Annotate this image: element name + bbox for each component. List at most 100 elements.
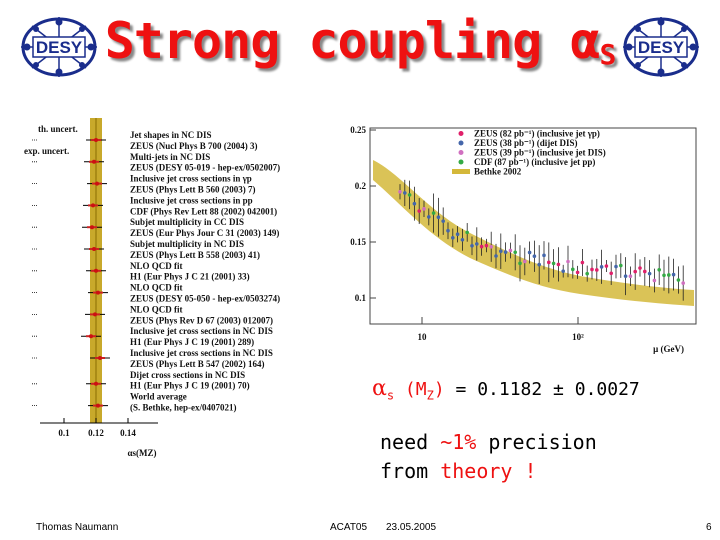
running-point (407, 180, 412, 210)
running-point (657, 254, 661, 286)
summary-points (32, 138, 110, 408)
running-alphas-plot: 0.25 0.2 0.15 0.1 10 10² μ (GeV) ZEUS (8… (350, 125, 697, 354)
legend-entry: CDF (87 pb⁻¹) (inclusive jet pp) (458, 157, 595, 167)
summary-label: NLO QCD fit (130, 283, 183, 293)
summary-point (32, 334, 101, 339)
legend-marker (458, 150, 464, 155)
summary-label: (S. Bethke, hep-ex/0407021) (130, 403, 237, 413)
x-axis-label: μ (GeV) (653, 344, 684, 354)
precision-text-a: need (380, 430, 441, 454)
running-point (676, 266, 681, 294)
legend-entry: ZEUS (82 pb⁻¹) (inclusive jet γp) (458, 129, 600, 139)
summary-label: ZEUS (Phys Rev D 67 (2003) 012007) (130, 315, 273, 325)
summary-label: H1 (Eur Phys J C 19 (2001) 70) (130, 381, 250, 391)
summary-label: ZEUS (Phys Lett B 558 (2003) 41) (130, 250, 260, 260)
summary-point (32, 225, 102, 230)
running-point (508, 242, 513, 259)
summary-point (32, 247, 104, 251)
summary-point (32, 181, 107, 186)
y-tick-0.1: 0.1 (355, 293, 367, 303)
desy-logo-left: DESY (21, 17, 97, 77)
legend-label: ZEUS (39 pb⁻¹) (inclusive jet DIS) (474, 148, 606, 158)
summary-label: ZEUS (DESY 05-050 - hep-ex/0503274) (130, 294, 280, 304)
running-point (652, 268, 657, 293)
legend-label: ZEUS (38 pb⁻¹) (dijet DIS) (474, 138, 577, 148)
summary-point (32, 356, 110, 360)
summary-label: Subjet multiplicity in NC DIS (130, 239, 244, 249)
running-point (551, 249, 556, 278)
legend-exp-uncert: exp. uncert. (24, 146, 69, 156)
running-point (643, 257, 647, 286)
running-point (628, 266, 633, 286)
running-point (580, 249, 585, 277)
running-point (590, 259, 594, 280)
summary-label: NLO QCD fit (130, 304, 183, 314)
summary-label: ZEUS (Phys Lett B 547 (2002) 164) (130, 359, 265, 369)
running-point (417, 198, 421, 225)
running-point (431, 193, 436, 233)
slide-title: Strong coupling αS (0, 6, 720, 90)
alphas-value: = 0.1182 ± 0.0027 (444, 379, 640, 400)
summary-label: ZEUS (Phys Lett B 560 (2003) 7) (130, 185, 256, 195)
summary-label: Subjet multiplicity in CC DIS (130, 217, 244, 227)
summary-point (32, 203, 103, 208)
running-points (398, 179, 685, 301)
running-point (542, 241, 546, 270)
running-point (489, 231, 493, 262)
running-point (575, 265, 580, 279)
running-point (422, 200, 426, 218)
running-point (499, 233, 503, 269)
summary-label: ZEUS (Eur Phys Jour C 31 (2003) 149) (130, 228, 279, 238)
y-tick-0.15: 0.15 (350, 237, 366, 247)
alphas-result: αs (MZ) = 0.1182 ± 0.0027 (372, 376, 640, 403)
running-point (681, 265, 685, 301)
y-tick-0.25: 0.25 (350, 125, 366, 135)
running-point (671, 258, 676, 291)
arg-open: (M (394, 379, 427, 400)
legend-entry: ZEUS (39 pb⁻¹) (inclusive jet DIS) (458, 148, 606, 158)
precision-text-c: precision (476, 430, 597, 454)
running-point (566, 245, 570, 278)
running-point (455, 226, 460, 243)
running-point (599, 249, 604, 284)
running-point (623, 257, 628, 296)
legend-marker (458, 159, 464, 165)
arg-subscript: Z (426, 388, 434, 403)
running-point (633, 253, 637, 290)
x-tick-0.1: 0.1 (58, 428, 70, 438)
title-main: Strong coupling α (104, 12, 601, 70)
summary-label: H1 (Eur Phys J C 19 (2001) 289) (130, 337, 254, 347)
legend-th-uncert: th. uncert. (38, 124, 78, 134)
summary-label: Jet shapes in NC DIS (130, 130, 212, 140)
running-point (427, 208, 431, 226)
running-point (619, 253, 623, 278)
running-point (647, 260, 652, 288)
legend-label: ZEUS (82 pb⁻¹) (inclusive jet γp) (474, 129, 600, 139)
summary-point (32, 159, 104, 164)
running-point (460, 228, 465, 251)
running-point (403, 179, 407, 206)
title-subscript: S (599, 38, 616, 71)
precision-text-from: from (380, 459, 441, 483)
footer-page: 6 (706, 522, 712, 533)
running-point (412, 186, 417, 221)
running-point (518, 245, 522, 282)
running-point (609, 261, 613, 285)
arg-close: ) (433, 379, 445, 400)
summary-label: Inclusive jet cross sections in NC DIS (130, 326, 273, 336)
y-tick-0.2: 0.2 (355, 181, 367, 191)
running-point (484, 238, 489, 253)
running-point (537, 245, 541, 284)
running-point (667, 256, 671, 294)
running-point (479, 237, 484, 256)
x-tick-0.14: 0.14 (120, 428, 136, 438)
plot-legend: ZEUS (82 pb⁻¹) (inclusive jet γp)ZEUS (3… (452, 129, 606, 177)
precision-percent: ~1% (440, 430, 477, 454)
x-axis-label: αs(MZ) (127, 448, 156, 458)
footer-conference: ACAT05 (330, 522, 368, 533)
alpha-subscript: s (386, 388, 395, 403)
precision-line-2: from theory ! (380, 459, 537, 483)
summary-label: World average (130, 392, 187, 402)
summary-label: Inclusive jet cross sections in NC DIS (130, 348, 273, 358)
summary-label: ZEUS (Nucl Phys B 700 (2004) 3) (130, 141, 258, 151)
